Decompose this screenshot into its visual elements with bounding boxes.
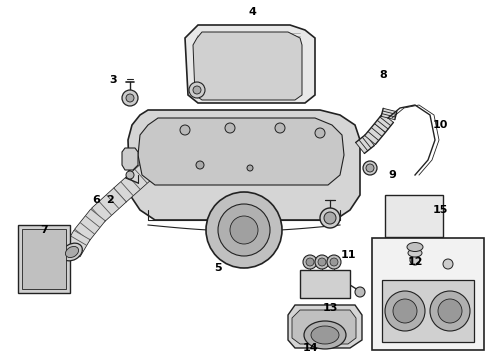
Circle shape <box>443 259 453 269</box>
Polygon shape <box>114 163 154 202</box>
Text: 9: 9 <box>388 170 396 180</box>
Text: 4: 4 <box>248 7 256 17</box>
Circle shape <box>225 123 235 133</box>
Bar <box>22 229 66 289</box>
Text: 6: 6 <box>92 195 100 205</box>
Circle shape <box>206 192 282 268</box>
Circle shape <box>126 171 134 179</box>
Text: 14: 14 <box>302 343 318 353</box>
Polygon shape <box>64 230 90 257</box>
Polygon shape <box>365 123 385 144</box>
Circle shape <box>189 82 205 98</box>
Text: 10: 10 <box>432 120 448 130</box>
Text: 13: 13 <box>322 303 338 313</box>
Polygon shape <box>381 108 397 120</box>
Ellipse shape <box>407 243 423 252</box>
Circle shape <box>303 255 317 269</box>
Text: 12: 12 <box>407 257 423 267</box>
Circle shape <box>122 90 138 106</box>
Bar <box>382 280 474 342</box>
Polygon shape <box>292 310 356 344</box>
Polygon shape <box>185 25 315 103</box>
Circle shape <box>275 123 285 133</box>
Ellipse shape <box>311 326 339 344</box>
Circle shape <box>196 161 204 169</box>
Polygon shape <box>356 135 374 153</box>
Circle shape <box>315 255 329 269</box>
Text: 2: 2 <box>106 195 114 205</box>
Polygon shape <box>122 148 138 170</box>
Ellipse shape <box>66 247 78 257</box>
Text: 7: 7 <box>40 225 48 235</box>
Polygon shape <box>75 210 105 240</box>
Circle shape <box>430 291 470 331</box>
Polygon shape <box>92 188 126 222</box>
Circle shape <box>410 255 420 265</box>
Polygon shape <box>193 32 302 100</box>
Circle shape <box>247 165 253 171</box>
Circle shape <box>193 86 201 94</box>
Circle shape <box>385 291 425 331</box>
Polygon shape <box>128 110 360 220</box>
Circle shape <box>393 299 417 323</box>
Polygon shape <box>138 118 344 185</box>
Circle shape <box>324 212 336 224</box>
Text: 15: 15 <box>432 205 448 215</box>
Circle shape <box>320 208 340 228</box>
Circle shape <box>218 204 270 256</box>
Circle shape <box>180 125 190 135</box>
Circle shape <box>363 161 377 175</box>
Circle shape <box>318 258 326 266</box>
Text: 5: 5 <box>214 263 222 273</box>
Ellipse shape <box>62 243 82 261</box>
Circle shape <box>126 94 134 102</box>
Text: 3: 3 <box>109 75 117 85</box>
Polygon shape <box>374 114 393 132</box>
Circle shape <box>315 128 325 138</box>
Circle shape <box>330 258 338 266</box>
Circle shape <box>230 216 258 244</box>
Ellipse shape <box>408 249 422 257</box>
Circle shape <box>366 164 374 172</box>
Circle shape <box>327 255 341 269</box>
Circle shape <box>355 287 365 297</box>
Ellipse shape <box>304 321 346 349</box>
Circle shape <box>438 299 462 323</box>
Text: 11: 11 <box>340 250 356 260</box>
Polygon shape <box>288 305 362 348</box>
Bar <box>385 195 443 237</box>
Circle shape <box>306 258 314 266</box>
Bar <box>18 225 70 293</box>
Bar <box>300 270 350 298</box>
Text: 8: 8 <box>379 70 387 80</box>
Bar <box>372 238 484 350</box>
